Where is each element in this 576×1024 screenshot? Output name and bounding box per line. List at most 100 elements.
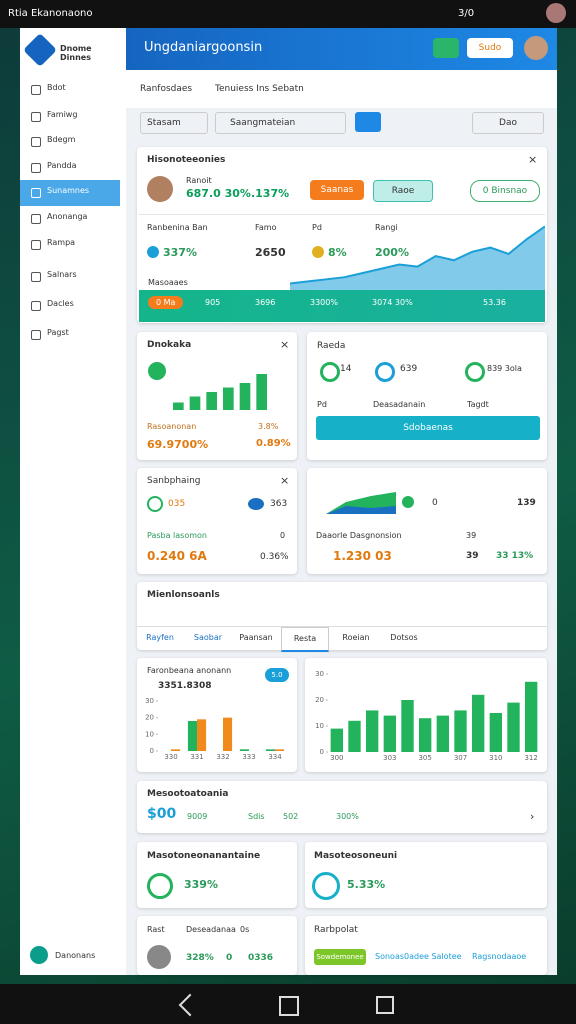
- close-button[interactable]: ×: [528, 153, 538, 166]
- summary-value: $00: [147, 806, 177, 822]
- status-time: 3/0: [458, 8, 475, 19]
- nav-item[interactable]: Anonanga: [47, 212, 88, 221]
- y-tick-label: 10: [315, 722, 324, 730]
- column: Deseadanaa: [186, 925, 236, 934]
- card: [307, 332, 547, 460]
- tab[interactable]: Rayfen: [146, 633, 174, 642]
- nav-icon: [31, 214, 41, 224]
- select[interactable]: Stasam: [140, 112, 208, 134]
- badge: 5.0: [265, 668, 289, 682]
- tab[interactable]: Dotsos: [390, 633, 418, 642]
- decor-chart: [326, 492, 396, 514]
- x-tick-label: 333: [242, 753, 255, 761]
- item: 639: [400, 364, 418, 374]
- item: 139: [517, 498, 536, 508]
- metric-value: 200%: [375, 246, 409, 259]
- nav-item[interactable]: Salnars: [47, 270, 77, 279]
- bar: [401, 700, 414, 752]
- nav-item[interactable]: Rampa: [47, 238, 76, 247]
- value: 5.33%: [347, 878, 386, 891]
- button[interactable]: Raoe: [373, 180, 433, 202]
- header-button[interactable]: Sudo: [467, 38, 513, 58]
- link[interactable]: Sonoas0adee Salotee: [375, 952, 462, 961]
- item: 14: [340, 364, 352, 374]
- tab[interactable]: Ranfosdaes: [140, 84, 193, 94]
- metric-value: 2650: [255, 246, 286, 259]
- nav-recent[interactable]: [376, 996, 394, 1014]
- x-tick-label: 305: [418, 754, 431, 762]
- bar: [418, 718, 432, 752]
- tab[interactable]: Paansan: [239, 633, 273, 642]
- metric-value: 337%: [163, 246, 197, 259]
- icon: [147, 945, 171, 969]
- nav-item[interactable]: Sunamnes: [47, 186, 90, 195]
- icon: [465, 362, 485, 382]
- summary-item: 300%: [336, 812, 359, 821]
- value: 69.9700%: [147, 438, 209, 451]
- link[interactable]: Ragsnodaaoe: [472, 952, 527, 961]
- x-tick-label: 334: [268, 753, 282, 761]
- tab[interactable]: Tenuiess Ins Sebatn: [215, 84, 304, 94]
- close-button[interactable]: ×: [280, 338, 290, 351]
- button[interactable]: Sdobaenas: [316, 416, 540, 440]
- card-title: Masotoneonanantaine: [147, 851, 261, 861]
- close-button[interactable]: ×: [280, 474, 290, 487]
- nav-item[interactable]: Famiwg: [47, 110, 78, 119]
- tab[interactable]: Saobar: [193, 633, 223, 642]
- card: [305, 916, 547, 975]
- tab-bar: [126, 70, 557, 108]
- nav-item[interactable]: Dacles: [47, 299, 74, 308]
- nav-item[interactable]: Bdot: [47, 83, 66, 92]
- label-value: 0: [280, 531, 286, 540]
- bar: [489, 713, 503, 752]
- value: 0.240 6A: [147, 549, 207, 563]
- y-tick-label: 0: [320, 748, 324, 756]
- search-button[interactable]: [355, 112, 381, 132]
- bar: [454, 710, 467, 752]
- label: Pasba lasomon: [147, 531, 208, 540]
- x-tick-label: 303: [383, 754, 396, 762]
- divider: [139, 214, 545, 215]
- nav-item[interactable]: Bdegm: [47, 135, 76, 144]
- nav-icon: [31, 188, 41, 198]
- metric-label: Pd: [312, 223, 322, 232]
- nav-item[interactable]: Pandda: [47, 161, 77, 170]
- card: [307, 468, 547, 574]
- label: Daaorle Dasgnonsion: [316, 531, 402, 540]
- chevron[interactable]: ›: [530, 810, 535, 823]
- strip-value: 3074 30%: [372, 298, 413, 307]
- label-value: 3.8%: [258, 422, 279, 431]
- tab[interactable]: Resta: [281, 627, 329, 652]
- x-tick-label: 330: [164, 753, 177, 761]
- x-tick-label: 312: [524, 754, 537, 762]
- footer-icon: [30, 946, 48, 964]
- count: 39: [466, 551, 479, 561]
- icon: [320, 362, 340, 382]
- section-card: [137, 582, 547, 650]
- label: Rasoanonan: [147, 422, 197, 431]
- nav-home[interactable]: [279, 996, 299, 1016]
- button[interactable]: 0 Binsnao: [470, 180, 540, 202]
- nav-item[interactable]: Pagst: [47, 328, 69, 337]
- change: 0.89%: [256, 438, 291, 449]
- column: Rast: [147, 925, 165, 934]
- bar: [365, 710, 379, 752]
- bar: [524, 681, 538, 752]
- button[interactable]: Saanas: [310, 180, 364, 200]
- y-tick-label: 30: [315, 670, 324, 678]
- x-tick-label: 331: [190, 753, 203, 761]
- sidebar-footer[interactable]: Danonans: [55, 951, 96, 960]
- card-title: Rarbpolat: [314, 925, 358, 935]
- header-icon-button[interactable]: [433, 38, 459, 58]
- strip-value: 905: [205, 298, 221, 307]
- icon: [147, 496, 163, 512]
- bar: [265, 749, 275, 751]
- button[interactable]: Sowdemonee: [314, 949, 366, 965]
- pager[interactable]: Dao: [472, 112, 544, 134]
- tab[interactable]: Roeian: [342, 633, 370, 642]
- section-title: Mienlonsoanls: [147, 590, 220, 600]
- x-tick-label: 307: [454, 754, 467, 762]
- x-tick-label: 332: [216, 753, 229, 761]
- search-input[interactable]: Saangmateian: [215, 112, 346, 134]
